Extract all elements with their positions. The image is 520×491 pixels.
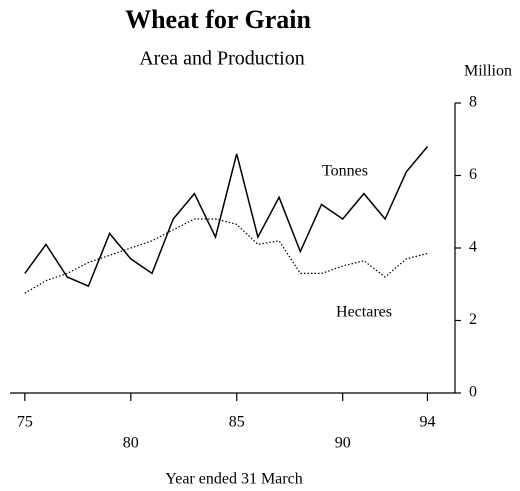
series-line bbox=[24, 218, 428, 294]
x-tick-label: 94 bbox=[419, 414, 435, 431]
chart-subtitle: Area and Production bbox=[139, 48, 305, 70]
x-tick-label: 90 bbox=[335, 435, 351, 452]
y-tick-label: 6 bbox=[469, 166, 477, 183]
series-label: Hectares bbox=[336, 304, 392, 321]
chart-title: Wheat for Grain bbox=[125, 5, 311, 34]
x-axis-label: Year ended 31 March bbox=[165, 471, 302, 488]
x-tick-label: 85 bbox=[229, 414, 245, 431]
x-tick-label: 75 bbox=[17, 414, 33, 431]
y-tick-label: 2 bbox=[469, 311, 477, 328]
y-axis-label: Million bbox=[464, 63, 512, 80]
series-line bbox=[24, 146, 429, 288]
y-tick-label: 4 bbox=[469, 239, 477, 256]
series-label: Tonnes bbox=[322, 163, 368, 180]
y-tick-label: 0 bbox=[469, 384, 477, 401]
y-tick-label: 8 bbox=[469, 94, 477, 111]
x-tick-label: 80 bbox=[123, 435, 139, 452]
